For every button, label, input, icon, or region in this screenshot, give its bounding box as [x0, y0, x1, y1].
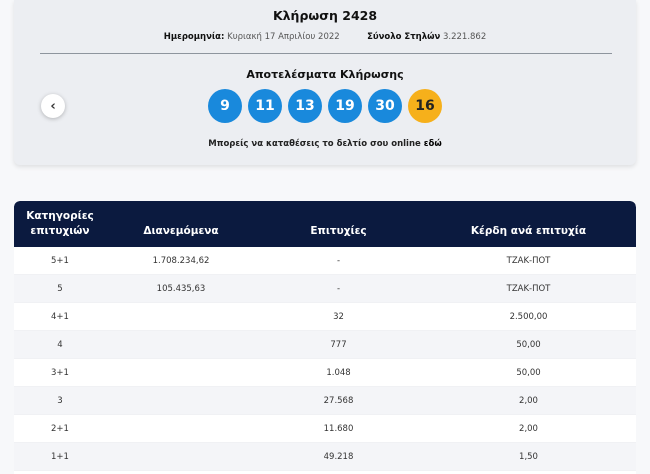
table-row: 3 27.568 2,00 [14, 387, 636, 415]
header-winners: Επιτυχίες [310, 225, 367, 237]
cell-prize: 2,00 [519, 423, 538, 434]
cell-category: 3 [57, 395, 63, 406]
table-row: 4 777 50,00 [14, 331, 636, 359]
cell-category: 1+1 [51, 451, 69, 462]
table-row: 2+1 11.680 2,00 [14, 415, 636, 443]
cell-winners: 32 [333, 311, 344, 322]
header-prize: Κέρδη ανά επιτυχία [470, 225, 587, 237]
cell-winners: 49.218 [323, 451, 354, 462]
cell-winners: 1.048 [326, 367, 351, 378]
number-ball: 9 [208, 89, 242, 123]
table-header: Κατηγορίες επιτυχιών Διανεμόμενα Επιτυχί… [14, 201, 636, 247]
columns-value: 3.221.862 [442, 32, 487, 42]
draw-meta: Ημερομηνία: Κυριακή 17 Απριλίου 2022 Σύν… [14, 32, 636, 42]
columns-label: Σύνολο Στηλών [367, 32, 441, 42]
draw-title: Κλήρωση 2428 [272, 8, 378, 23]
header-distributed: Διανεμόμενα [143, 225, 219, 237]
table-row: 3+1 1.048 50,00 [14, 359, 636, 387]
cell-prize: 2,00 [519, 395, 538, 406]
cell-category: 4 [57, 339, 63, 350]
divider [40, 53, 612, 54]
cell-winners: - [336, 283, 341, 294]
number-ball: 13 [288, 89, 322, 123]
cell-category: 2+1 [51, 423, 69, 434]
cell-winners: - [336, 255, 341, 266]
date-value: Κυριακή 17 Απριλίου 2022 [227, 32, 340, 42]
cell-distributed: 105.435,63 [156, 283, 206, 294]
deposit-text: Μπορείς να καταθέσεις το δελτίο σου onli… [208, 139, 421, 149]
number-ball: 11 [248, 89, 282, 123]
cell-winners: 777 [330, 339, 347, 350]
header-categories-line1: Κατηγορίες [26, 210, 94, 222]
previous-draw-button[interactable]: ‹ [41, 94, 65, 118]
cell-prize: ΤΖΑΚ-ΠΟΤ [506, 255, 551, 266]
cell-winners: 27.568 [323, 395, 354, 406]
date-label: Ημερομηνία: [163, 32, 225, 42]
draw-card: Κλήρωση 2428 Ημερομηνία: Κυριακή 17 Απρι… [14, 0, 636, 165]
table-row: 5+1 1.708.234,62 - ΤΖΑΚ-ΠΟΤ [14, 247, 636, 275]
cell-category: 5 [57, 283, 63, 294]
deposit-note: Μπορείς να καταθέσεις το δελτίο σου onli… [14, 139, 636, 149]
table-row: 1+1 49.218 1,50 [14, 443, 636, 471]
table-body: 5+1 1.708.234,62 - ΤΖΑΚ-ΠΟΤ 5 105.435,63… [14, 247, 636, 471]
number-ball: 30 [368, 89, 402, 123]
header-categories: Κατηγορίες επιτυχιών [14, 209, 106, 239]
header-categories-line2: επιτυχιών [30, 225, 90, 237]
bonus-ball: 16 [408, 89, 442, 123]
table-row: 5 105.435,63 - ΤΖΑΚ-ΠΟΤ [14, 275, 636, 303]
cell-distributed: 1.708.234,62 [152, 255, 210, 266]
cell-prize: 50,00 [516, 339, 541, 350]
cell-prize: 2.500,00 [509, 311, 548, 322]
cell-category: 3+1 [51, 367, 69, 378]
cell-prize: 50,00 [516, 367, 541, 378]
number-ball: 19 [328, 89, 362, 123]
results-title: Αποτελέσματα Κλήρωσης [246, 68, 404, 81]
cell-category: 5+1 [51, 255, 69, 266]
cell-category: 4+1 [51, 311, 69, 322]
table-row: 4+1 32 2.500,00 [14, 303, 636, 331]
prize-table: Κατηγορίες επιτυχιών Διανεμόμενα Επιτυχί… [14, 201, 636, 474]
cell-prize: ΤΖΑΚ-ΠΟΤ [506, 283, 551, 294]
winning-numbers: 9 11 13 19 30 16 [14, 89, 636, 123]
cell-winners: 11.680 [323, 423, 354, 434]
cell-prize: 1,50 [519, 451, 538, 462]
deposit-link[interactable]: εδώ [423, 139, 442, 149]
chevron-left-icon: ‹ [50, 98, 56, 114]
